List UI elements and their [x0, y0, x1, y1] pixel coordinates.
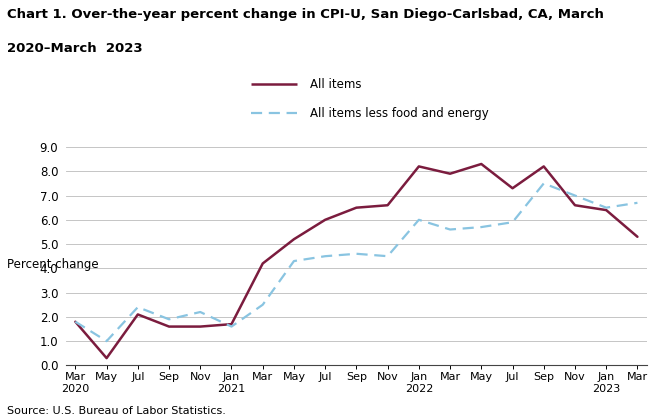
Text: Source: U.S. Bureau of Labor Statistics.: Source: U.S. Bureau of Labor Statistics. [7, 406, 226, 416]
Text: All items less food and energy: All items less food and energy [310, 107, 489, 120]
Text: All items: All items [310, 78, 362, 90]
Text: Chart 1. Over-the-year percent change in CPI-U, San Diego-Carlsbad, CA, March: Chart 1. Over-the-year percent change in… [7, 8, 603, 21]
Text: 2020–March  2023: 2020–March 2023 [7, 42, 142, 55]
Text: Percent change: Percent change [7, 258, 98, 271]
